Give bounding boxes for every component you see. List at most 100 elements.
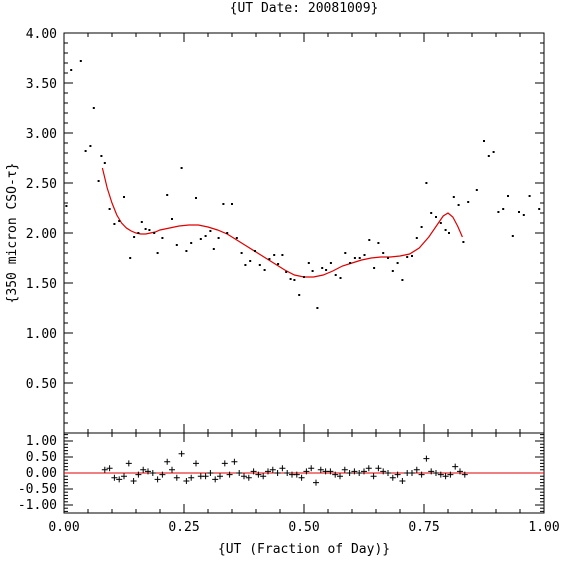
residual-point — [101, 466, 108, 473]
data-point — [303, 276, 305, 278]
data-point — [462, 241, 465, 243]
data-point — [190, 242, 193, 244]
data-point — [502, 208, 505, 210]
data-point — [475, 189, 478, 191]
data-point — [457, 204, 460, 206]
data-point — [92, 107, 95, 109]
residual-point — [149, 470, 156, 476]
residual-point — [332, 471, 339, 478]
residual-point — [317, 466, 324, 473]
data-point — [273, 254, 276, 256]
residual-point — [341, 466, 348, 473]
data-point — [199, 238, 202, 240]
residual-point — [265, 468, 271, 475]
residual-point — [418, 471, 425, 478]
data-point — [171, 218, 173, 220]
data-point — [249, 260, 252, 262]
residual-point — [433, 470, 439, 476]
data-points — [65, 60, 541, 309]
residual-point — [245, 474, 252, 481]
residual-y-tick-label: 1.00 — [26, 434, 57, 449]
residual-panel: 1.000.500.00-0.50-1.00 0.00 0.25 0.50 0.75 1… — [18, 432, 560, 557]
residual-point — [121, 473, 127, 480]
data-point — [212, 248, 215, 250]
data-point — [311, 270, 314, 272]
data-point — [329, 262, 332, 264]
data-point — [108, 208, 111, 210]
residual-point — [173, 474, 180, 481]
data-point — [325, 269, 328, 271]
data-point — [103, 162, 106, 164]
residual-point — [365, 465, 372, 472]
data-point — [401, 279, 404, 281]
residual-point — [385, 470, 391, 476]
data-point — [439, 222, 442, 224]
x-tick-label: 1.00 — [528, 520, 559, 535]
data-point — [483, 140, 485, 142]
data-point — [144, 228, 147, 230]
residual-point — [217, 473, 223, 480]
residual-point — [399, 478, 406, 484]
data-point — [240, 252, 243, 254]
data-point — [209, 230, 212, 232]
residual-point — [193, 460, 199, 467]
residual-point — [389, 474, 396, 481]
data-point — [339, 277, 342, 279]
data-point — [497, 211, 500, 213]
data-point — [137, 232, 140, 234]
data-point — [420, 226, 423, 228]
residual-point — [447, 471, 454, 478]
residual-point — [221, 460, 228, 467]
residual-point — [293, 471, 300, 478]
data-point — [89, 145, 92, 147]
x-axis-label: {UT (Fraction of Day)} — [218, 542, 390, 557]
data-point — [231, 203, 233, 205]
residual-point — [279, 465, 286, 472]
residual-point — [327, 468, 334, 475]
data-point — [507, 195, 509, 197]
data-point — [118, 220, 121, 222]
data-point — [349, 262, 352, 264]
data-point — [148, 229, 151, 231]
data-point — [391, 270, 394, 272]
data-point — [226, 232, 229, 234]
data-point — [166, 194, 169, 196]
residual-point — [260, 473, 267, 480]
residual-point — [145, 468, 151, 475]
residual-point — [236, 470, 243, 476]
residual-point — [178, 450, 185, 457]
residual-point — [442, 473, 449, 480]
data-point — [70, 69, 73, 71]
x-tick-label: 0.50 — [288, 520, 319, 535]
residual-point — [202, 473, 209, 480]
chart-title: {UT Date: 20081009} — [230, 1, 379, 16]
data-point — [84, 150, 87, 152]
data-point — [406, 256, 409, 258]
data-point — [185, 250, 188, 252]
residual-point — [226, 471, 233, 478]
data-point — [100, 155, 103, 157]
fit-curve-group — [101, 167, 463, 278]
data-point — [396, 262, 399, 264]
residual-point — [135, 471, 142, 478]
residual-point — [284, 470, 291, 476]
residual-point — [169, 466, 175, 473]
main-y-tick-label: 2.50 — [26, 177, 57, 192]
data-point — [415, 237, 418, 239]
residual-point — [457, 468, 463, 475]
data-point — [244, 264, 247, 266]
residual-point — [452, 463, 459, 470]
residual-point — [140, 466, 147, 473]
data-point — [518, 211, 520, 213]
data-point — [289, 278, 292, 280]
data-point — [444, 229, 447, 231]
data-point — [140, 221, 143, 223]
data-point — [235, 237, 238, 239]
residual-point — [370, 473, 377, 480]
residual-point — [423, 455, 430, 462]
residual-points — [101, 450, 468, 486]
data-point — [435, 216, 437, 218]
residual-point — [361, 468, 367, 475]
data-point — [321, 267, 324, 269]
